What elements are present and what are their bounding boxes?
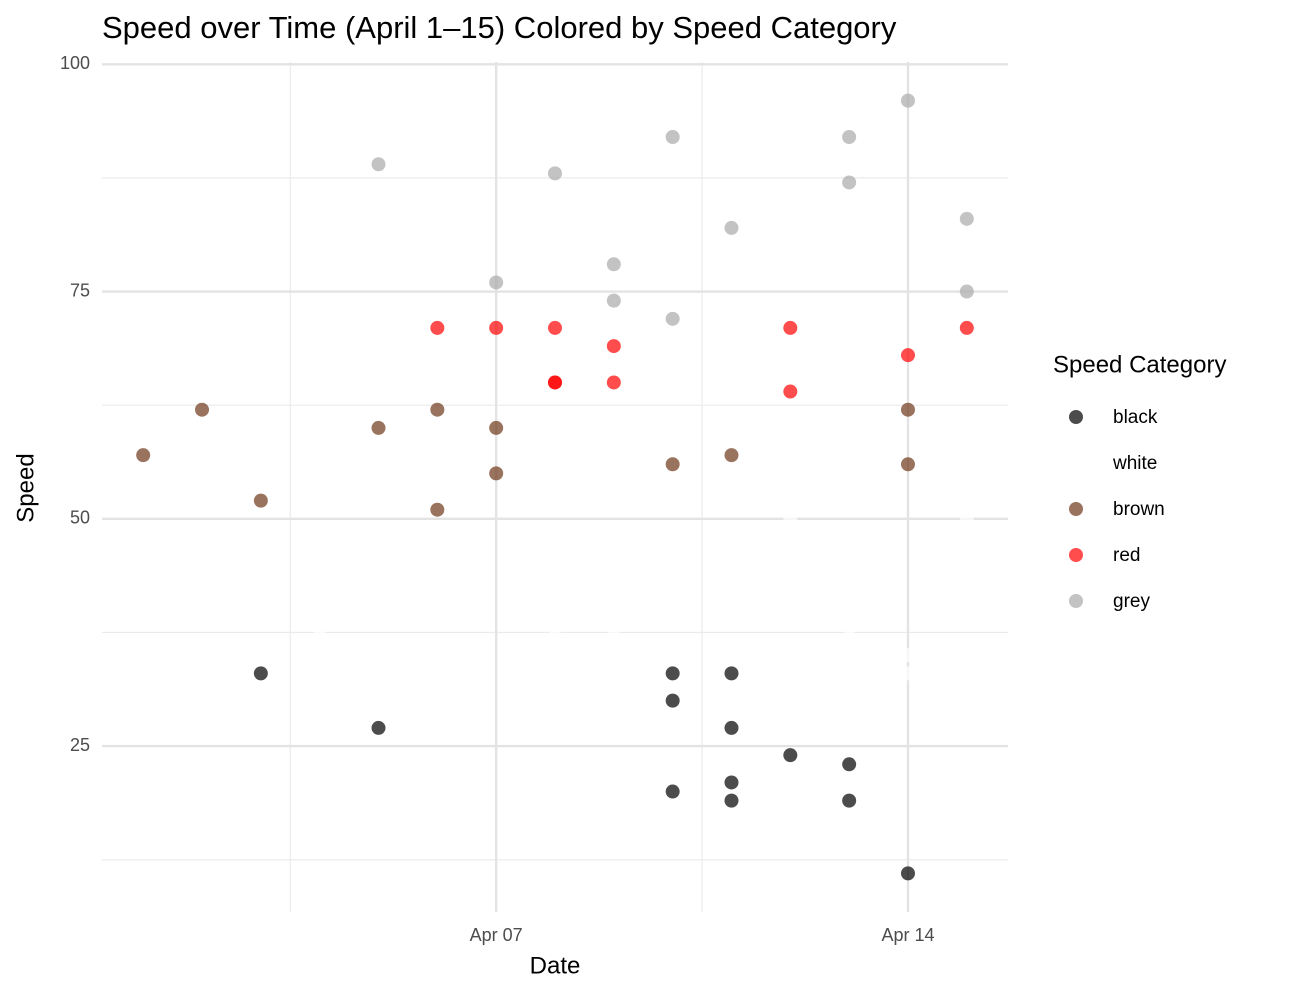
point xyxy=(724,775,739,790)
legend-label: white xyxy=(1112,453,1157,474)
y-tick-label: 75 xyxy=(70,280,90,300)
legend-label: black xyxy=(1113,407,1158,428)
point xyxy=(842,793,857,808)
point xyxy=(665,130,680,144)
point xyxy=(900,93,915,108)
point xyxy=(959,211,974,226)
point xyxy=(430,402,445,417)
chart-title: Speed over Time (April 1–15) Colored by … xyxy=(102,10,897,45)
legend-key xyxy=(1069,548,1083,562)
point xyxy=(900,457,915,472)
point xyxy=(900,348,915,363)
point xyxy=(489,320,504,335)
point xyxy=(959,511,974,526)
point xyxy=(724,666,739,681)
point xyxy=(665,784,680,799)
point xyxy=(548,375,562,390)
y-tick-label: 25 xyxy=(70,735,90,755)
y-tick-label: 50 xyxy=(70,508,90,528)
point xyxy=(900,648,915,663)
point xyxy=(724,448,739,463)
point xyxy=(548,166,562,181)
point xyxy=(783,384,798,399)
point xyxy=(195,402,210,417)
point xyxy=(959,284,974,299)
grid xyxy=(102,62,1008,912)
point xyxy=(665,311,680,326)
legend-key xyxy=(1069,456,1083,470)
point xyxy=(606,630,621,644)
point xyxy=(136,448,151,463)
y-tick-label: 100 xyxy=(60,53,90,73)
legend-label: red xyxy=(1113,545,1140,566)
point xyxy=(783,748,798,763)
point xyxy=(724,720,739,735)
point xyxy=(665,457,680,472)
x-tick-label: Apr 14 xyxy=(881,925,934,945)
point xyxy=(665,666,680,681)
point xyxy=(783,320,798,335)
legend-key xyxy=(1069,594,1083,608)
point xyxy=(842,630,857,644)
legend-label: brown xyxy=(1113,499,1165,520)
point xyxy=(724,220,739,235)
points xyxy=(136,93,974,881)
point xyxy=(371,720,386,735)
point xyxy=(371,157,386,172)
point xyxy=(842,757,857,772)
point xyxy=(900,866,915,881)
point xyxy=(842,175,857,190)
legend-title: Speed Category xyxy=(1053,351,1226,378)
legend-label: grey xyxy=(1113,591,1150,612)
legend-key xyxy=(1069,502,1083,516)
point xyxy=(489,466,504,481)
point xyxy=(548,320,562,335)
point xyxy=(724,793,739,808)
point xyxy=(842,130,857,144)
point xyxy=(548,630,562,644)
point xyxy=(783,511,798,526)
point xyxy=(900,402,915,417)
point xyxy=(900,666,915,681)
point xyxy=(606,375,621,390)
point xyxy=(371,420,386,435)
y-axis-title: Speed xyxy=(12,453,39,522)
point xyxy=(606,293,621,308)
point xyxy=(959,320,974,335)
x-tick-label: Apr 07 xyxy=(470,925,523,945)
point xyxy=(312,630,327,644)
point xyxy=(430,502,445,517)
point xyxy=(606,339,621,354)
point xyxy=(489,275,504,290)
point xyxy=(253,493,268,508)
point xyxy=(665,693,680,708)
x-axis-title: Date xyxy=(530,952,581,979)
point xyxy=(606,257,621,272)
point xyxy=(253,666,268,681)
legend-key xyxy=(1069,410,1083,424)
point xyxy=(489,420,504,435)
point xyxy=(430,320,445,335)
